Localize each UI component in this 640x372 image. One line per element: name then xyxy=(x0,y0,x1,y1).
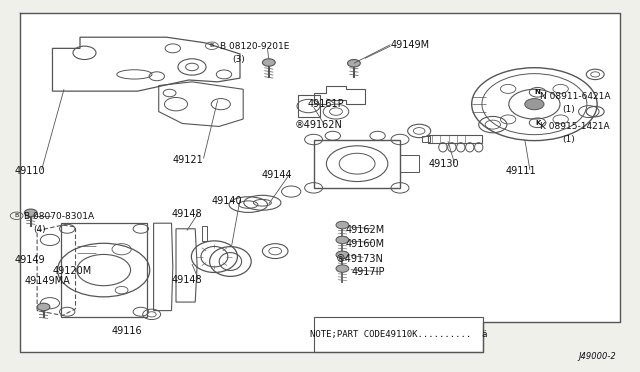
Text: 49140: 49140 xyxy=(211,196,242,206)
Text: 49149: 49149 xyxy=(14,256,45,265)
Text: ®49162N: ®49162N xyxy=(294,120,342,129)
Bar xyxy=(428,135,482,143)
Circle shape xyxy=(24,209,37,217)
Text: NOTE;PART CODE49110K..........  ä: NOTE;PART CODE49110K.......... ä xyxy=(310,330,487,339)
Polygon shape xyxy=(20,13,620,352)
Text: 49110: 49110 xyxy=(14,166,45,176)
Text: ®49173N: ®49173N xyxy=(336,254,384,263)
Bar xyxy=(314,317,483,352)
Text: 49148: 49148 xyxy=(172,209,202,219)
Circle shape xyxy=(336,251,349,259)
Text: 49160M: 49160M xyxy=(346,239,385,248)
Text: K 08915-1421A: K 08915-1421A xyxy=(540,122,609,131)
Text: J49000-2: J49000-2 xyxy=(578,352,616,361)
Text: (1): (1) xyxy=(562,135,575,144)
Text: 49120M: 49120M xyxy=(52,266,92,276)
Text: 49111: 49111 xyxy=(506,166,536,176)
Bar xyxy=(400,155,419,172)
Text: (1): (1) xyxy=(562,105,575,114)
Bar xyxy=(202,226,207,241)
Text: N 08911-6421A: N 08911-6421A xyxy=(540,92,610,101)
Text: 4917IP: 4917IP xyxy=(352,267,385,277)
Bar xyxy=(314,140,400,188)
Text: 49149MA: 49149MA xyxy=(24,276,70,286)
Text: 49162M: 49162M xyxy=(346,225,385,234)
Text: B 08070-8301A: B 08070-8301A xyxy=(24,212,95,221)
Text: 49148: 49148 xyxy=(172,275,202,285)
Text: B: B xyxy=(15,213,19,218)
Bar xyxy=(422,136,430,142)
Text: 49116: 49116 xyxy=(112,326,143,336)
Text: 49144: 49144 xyxy=(261,170,292,180)
Text: (4): (4) xyxy=(33,225,46,234)
Circle shape xyxy=(525,99,544,110)
Circle shape xyxy=(262,59,275,66)
Text: (3): (3) xyxy=(232,55,245,64)
Circle shape xyxy=(336,265,349,272)
Circle shape xyxy=(348,60,360,67)
Text: N: N xyxy=(534,89,541,95)
Circle shape xyxy=(336,221,349,229)
Text: 49161P: 49161P xyxy=(307,99,344,109)
Text: K: K xyxy=(535,120,540,126)
Text: 49149M: 49149M xyxy=(390,40,429,49)
Text: 49121: 49121 xyxy=(173,155,204,165)
Text: B 08120-9201E: B 08120-9201E xyxy=(220,42,289,51)
Circle shape xyxy=(336,236,349,244)
Circle shape xyxy=(37,303,50,311)
Text: 49130: 49130 xyxy=(429,159,460,169)
Text: B: B xyxy=(210,43,214,48)
